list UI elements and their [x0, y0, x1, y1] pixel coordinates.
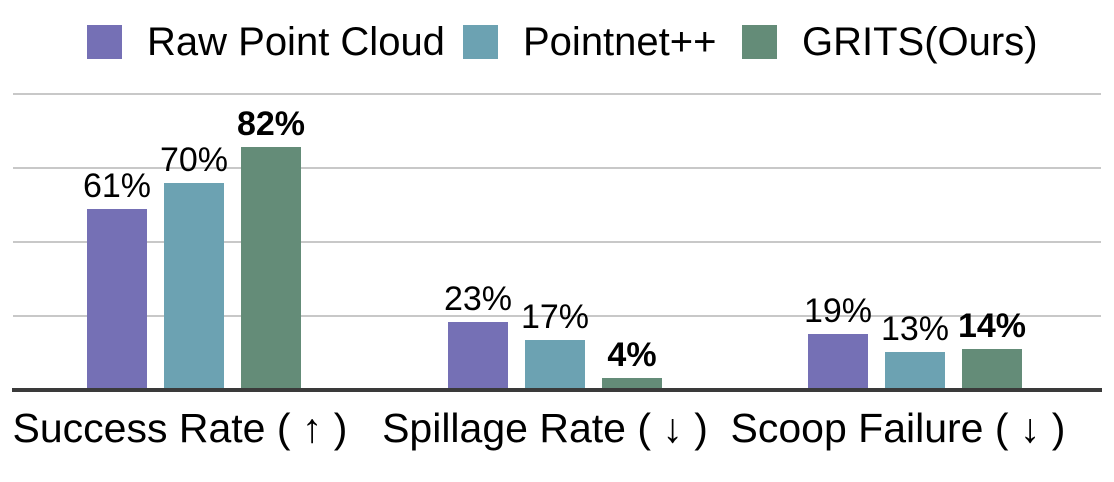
legend-label: GRITS(Ours) [802, 20, 1038, 64]
bar [525, 339, 585, 390]
bar [448, 321, 508, 390]
x-axis-line [12, 388, 1102, 392]
bar [808, 333, 868, 390]
bar-value-label: 14% [957, 306, 1027, 345]
legend-item: Raw Point Cloud [87, 20, 445, 64]
gridline [13, 241, 1101, 243]
bar [602, 378, 662, 390]
legend-item: Pointnet++ [463, 20, 717, 64]
bar-value-label: 4% [607, 336, 657, 375]
gridline [13, 315, 1101, 317]
gridline [13, 167, 1101, 169]
bar [962, 348, 1022, 390]
bar-value-label: 82% [236, 105, 306, 144]
bar [241, 147, 301, 390]
bar [87, 209, 147, 390]
bar-value-label: 61% [82, 167, 152, 206]
bar-value-label: 17% [520, 297, 590, 336]
x-axis-labels: Success Rate ( ↑ ) Spillage Rate ( ↓ ) Sco… [0, 398, 1114, 458]
x-axis-label: Spillage Rate ( ↓ ) [382, 405, 708, 451]
x-axis-label: Scoop Failure ( ↓ ) [730, 405, 1066, 451]
legend-swatch [742, 25, 777, 59]
legend-label: Raw Point Cloud [147, 20, 445, 64]
legend-swatch [87, 25, 122, 59]
chart-legend: Raw Point Cloud Pointnet++ GRITS(Ours) [0, 0, 1114, 94]
legend-item: GRITS(Ours) [742, 20, 1038, 64]
bar [885, 351, 945, 390]
bar-value-label: 23% [443, 279, 513, 318]
bar-value-label: 70% [159, 140, 229, 179]
x-axis-label: Success Rate ( ↑ ) [12, 405, 348, 451]
legend-swatch [463, 25, 498, 59]
bar [164, 182, 224, 390]
legend-label: Pointnet++ [523, 20, 717, 64]
bar-value-label: 19% [803, 291, 873, 330]
gridline [13, 93, 1101, 95]
chart-plot-area: 61% 70% 82% 23% 17% 4% 19% 13% 14% [12, 93, 1102, 392]
bar-value-label: 13% [880, 309, 950, 348]
